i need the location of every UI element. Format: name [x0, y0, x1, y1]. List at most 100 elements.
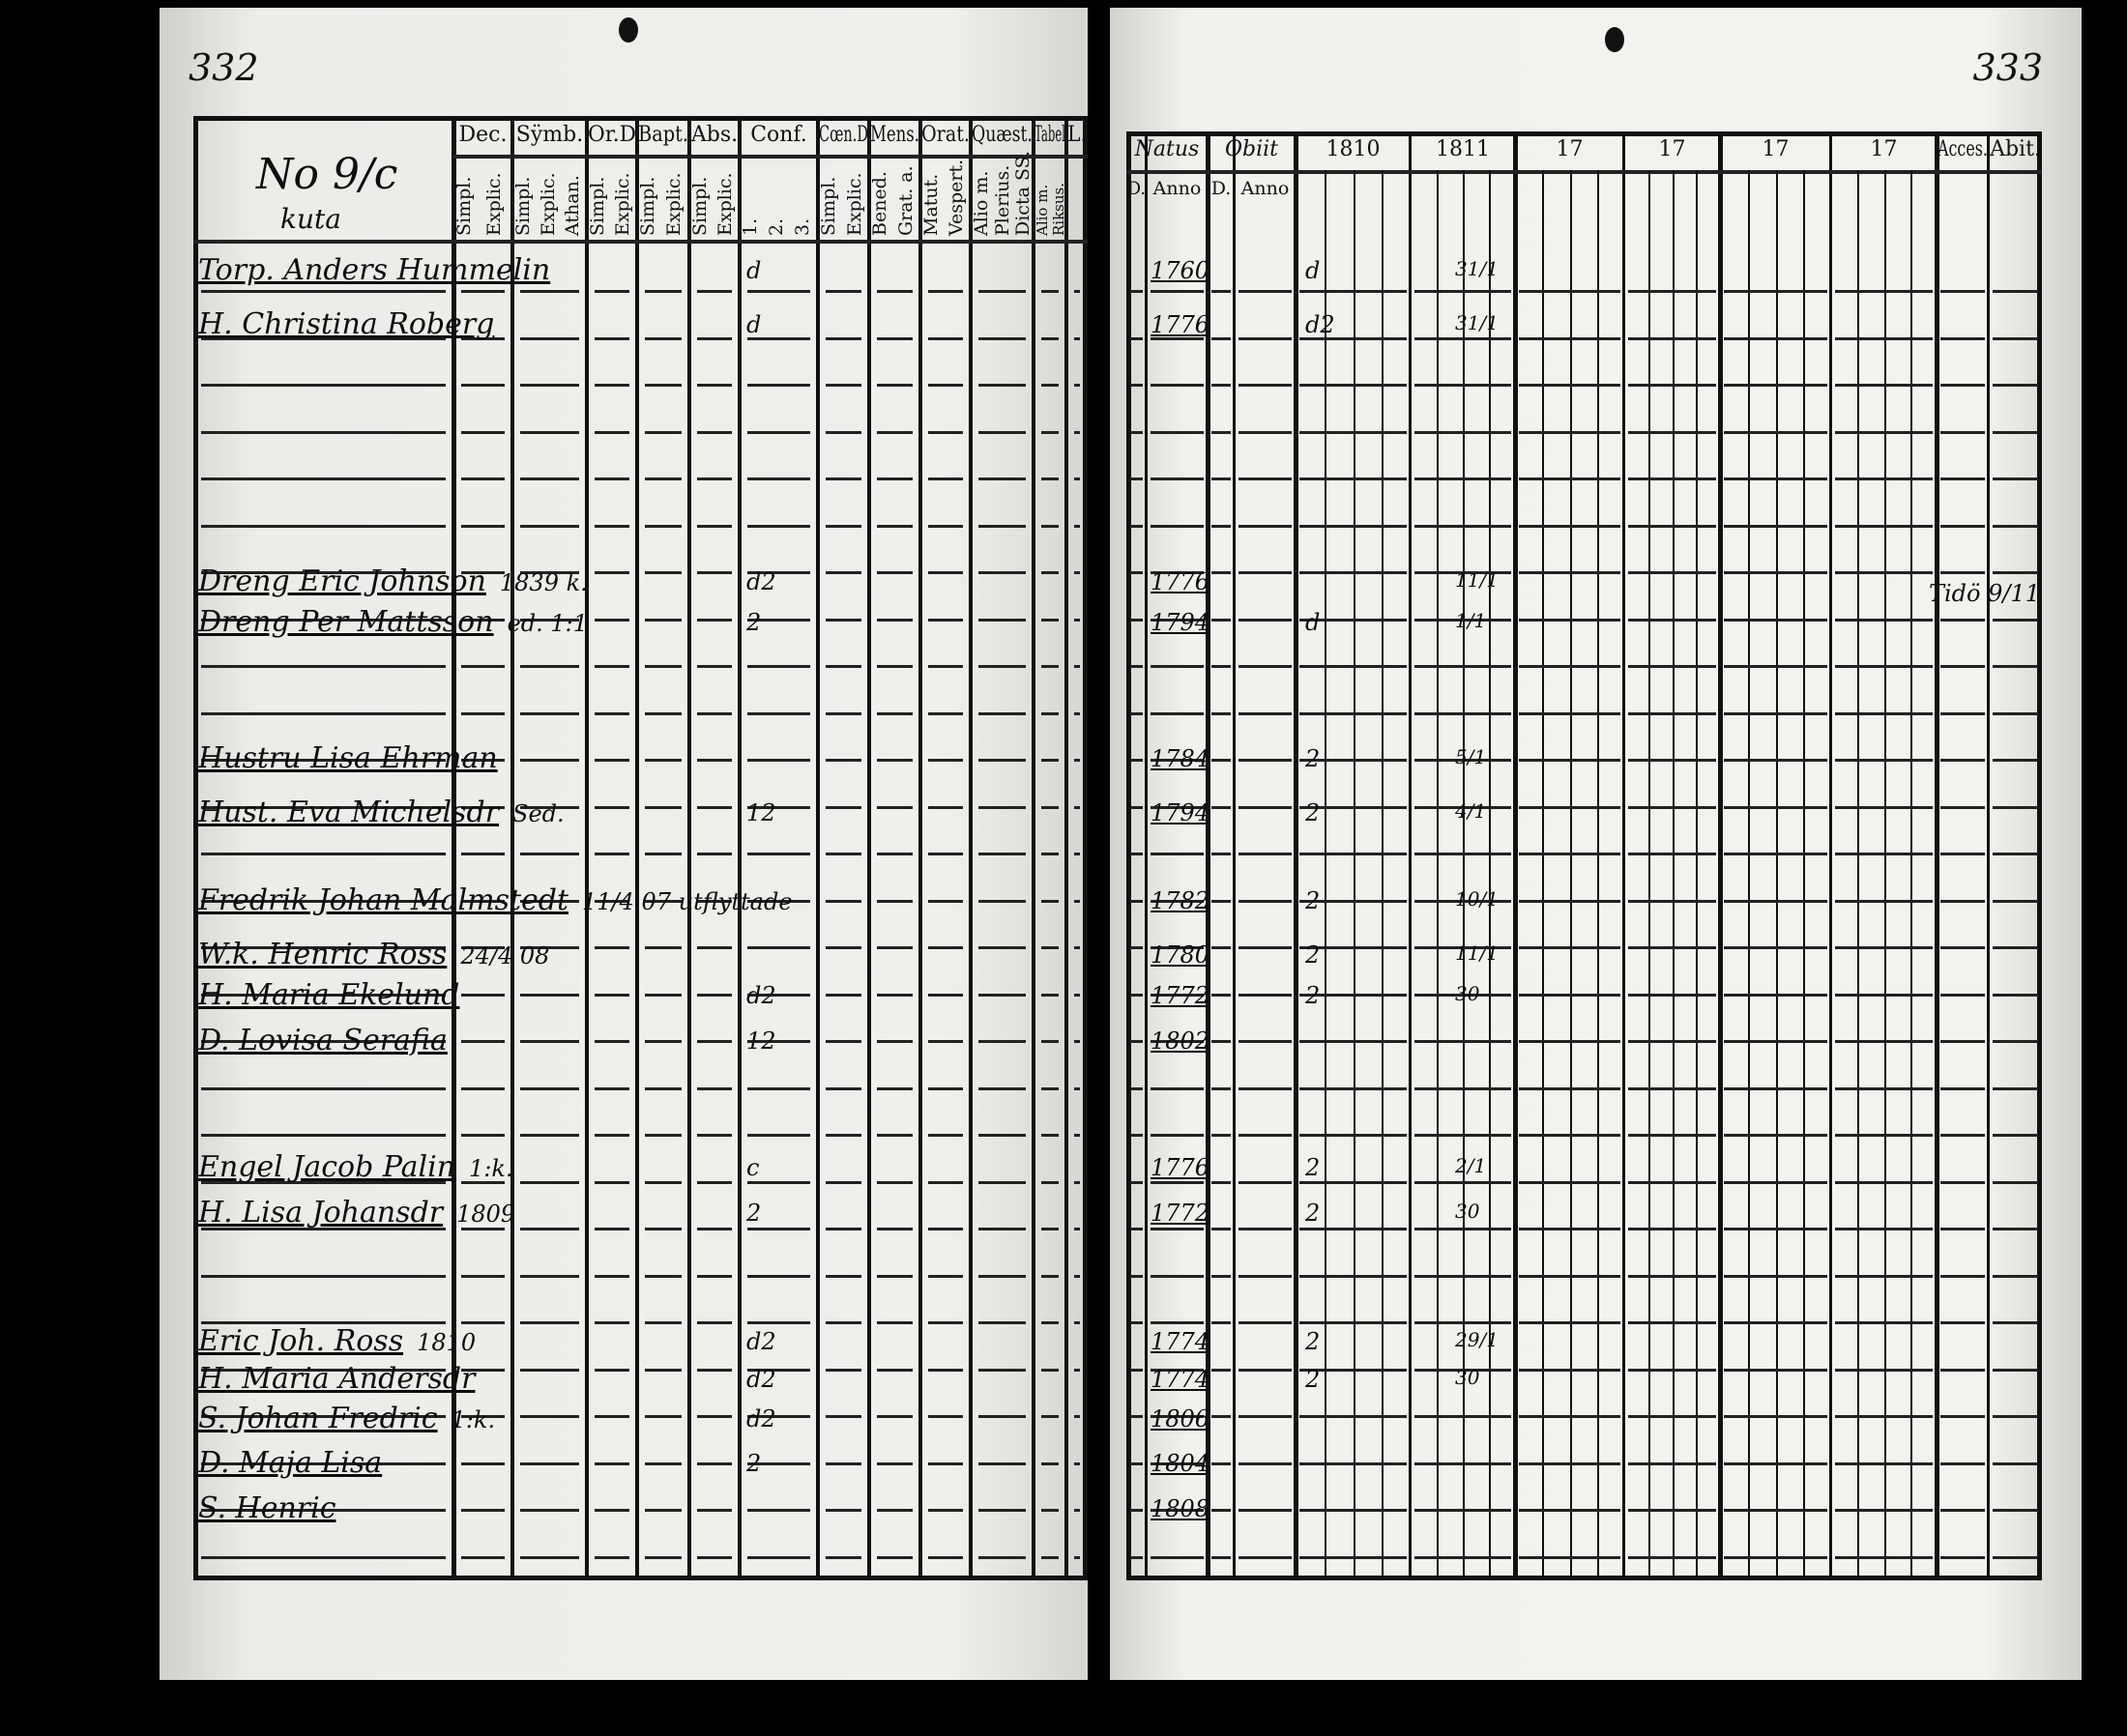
row-rule — [1299, 759, 1407, 762]
column-header-6: 17 — [1762, 137, 1790, 161]
column-divider — [1294, 131, 1298, 1580]
entry-confirmation: 12 — [746, 799, 776, 826]
row-rule — [978, 1274, 1026, 1278]
row-rule — [1414, 571, 1511, 574]
row-rule — [747, 524, 810, 528]
row-rule — [1041, 477, 1059, 480]
entry-1810: 2 — [1305, 745, 1321, 772]
row-rule — [1940, 384, 1985, 387]
row-rule — [1940, 1086, 1985, 1090]
row-rule — [1151, 1228, 1204, 1230]
header-divider — [453, 155, 1088, 159]
column-subheader: Anno — [1152, 178, 1202, 199]
row-rule — [1519, 1415, 1620, 1418]
row-rule — [978, 665, 1026, 668]
row-rule — [595, 1321, 629, 1324]
row-rule — [1130, 946, 1143, 949]
column-subheader: Simpl. — [637, 176, 658, 236]
row-rule — [1151, 1509, 1204, 1512]
row-rule — [1414, 1509, 1511, 1512]
entry-name: H. Christina Roberg — [198, 307, 495, 341]
row-rule — [877, 1228, 913, 1230]
row-rule — [645, 1555, 682, 1559]
column-subheader: Explic. — [714, 172, 736, 236]
row-rule — [1041, 384, 1059, 387]
column-subheader: Simpl. — [453, 176, 475, 236]
entry-name: H. Maria Ekelund — [198, 978, 460, 1012]
row-rule — [1041, 524, 1059, 528]
row-rule — [1993, 1274, 2038, 1278]
row-rule — [928, 1180, 963, 1184]
row-rule — [461, 290, 505, 293]
row-rule — [1299, 665, 1407, 668]
entry-row: Dreng Eric Johnson 1839 k. — [198, 564, 588, 598]
entry-1811: 30 — [1455, 1200, 1480, 1223]
row-rule — [461, 1274, 505, 1278]
row-rule — [1628, 899, 1716, 903]
row-rule — [1211, 993, 1231, 997]
column-header-9: Abit. — [1990, 137, 2041, 161]
row-rule — [461, 665, 505, 668]
row-rule — [1940, 477, 1985, 480]
row-rule — [697, 336, 732, 340]
row-rule — [1993, 1461, 2038, 1465]
row-rule — [1835, 1555, 1933, 1559]
row-rule — [595, 571, 629, 574]
row-rule — [1835, 1180, 1933, 1184]
column-header-0: Dec. — [458, 123, 508, 147]
row-rule — [520, 665, 579, 668]
row-rule — [1041, 759, 1059, 762]
row-rule — [645, 1368, 682, 1372]
row-rule — [1414, 290, 1511, 293]
row-rule — [1211, 524, 1231, 528]
row-rule — [1835, 759, 1933, 762]
row-rule — [1835, 1368, 1933, 1372]
row-rule — [697, 290, 732, 293]
row-rule — [877, 1368, 913, 1372]
row-rule — [1835, 1134, 1933, 1137]
row-rule — [1151, 899, 1204, 903]
row-rule — [1041, 946, 1059, 949]
row-rule — [877, 1461, 913, 1465]
entry-note: 11/4 07 utflyttade — [582, 888, 793, 915]
column-header-11: L. — [1067, 123, 1087, 147]
row-rule — [1835, 336, 1933, 340]
row-rule — [826, 1509, 861, 1512]
row-rule — [1835, 1086, 1933, 1090]
row-rule — [1993, 899, 2038, 903]
entry-row: D. Maja Lisa — [198, 1446, 382, 1480]
row-rule — [1993, 430, 2038, 434]
row-rule — [826, 1274, 861, 1278]
row-rule — [595, 430, 629, 434]
row-rule — [978, 1555, 1026, 1559]
column-header-3: Bapt. — [638, 123, 688, 147]
row-rule — [1238, 290, 1292, 293]
row-rule — [1628, 1461, 1716, 1465]
row-rule — [201, 1228, 446, 1230]
row-rule — [1041, 899, 1059, 903]
row-rule — [1628, 1040, 1716, 1043]
row-rule — [826, 571, 861, 574]
row-rule — [1519, 665, 1620, 668]
row-rule — [1628, 336, 1716, 340]
row-rule — [1519, 1368, 1620, 1372]
column-divider — [1987, 131, 1990, 1580]
entry-1811: 2/1 — [1455, 1154, 1487, 1177]
row-rule — [1299, 805, 1407, 809]
entry-1811: 31/1 — [1455, 311, 1499, 334]
row-rule — [645, 1509, 682, 1512]
row-rule — [877, 336, 913, 340]
row-rule — [201, 1134, 446, 1137]
row-rule — [1130, 1134, 1143, 1137]
row-rule — [1238, 618, 1292, 622]
row-rule — [1041, 571, 1059, 574]
row-rule — [697, 665, 732, 668]
sub-rule — [1489, 170, 1491, 1580]
column-divider — [510, 116, 514, 1580]
row-rule — [1724, 571, 1827, 574]
row-rule — [1299, 1415, 1407, 1418]
row-rule — [928, 618, 963, 622]
row-rule — [1074, 290, 1080, 293]
entry-name: S. Johan Fredric — [198, 1402, 438, 1435]
row-rule — [201, 1274, 446, 1278]
